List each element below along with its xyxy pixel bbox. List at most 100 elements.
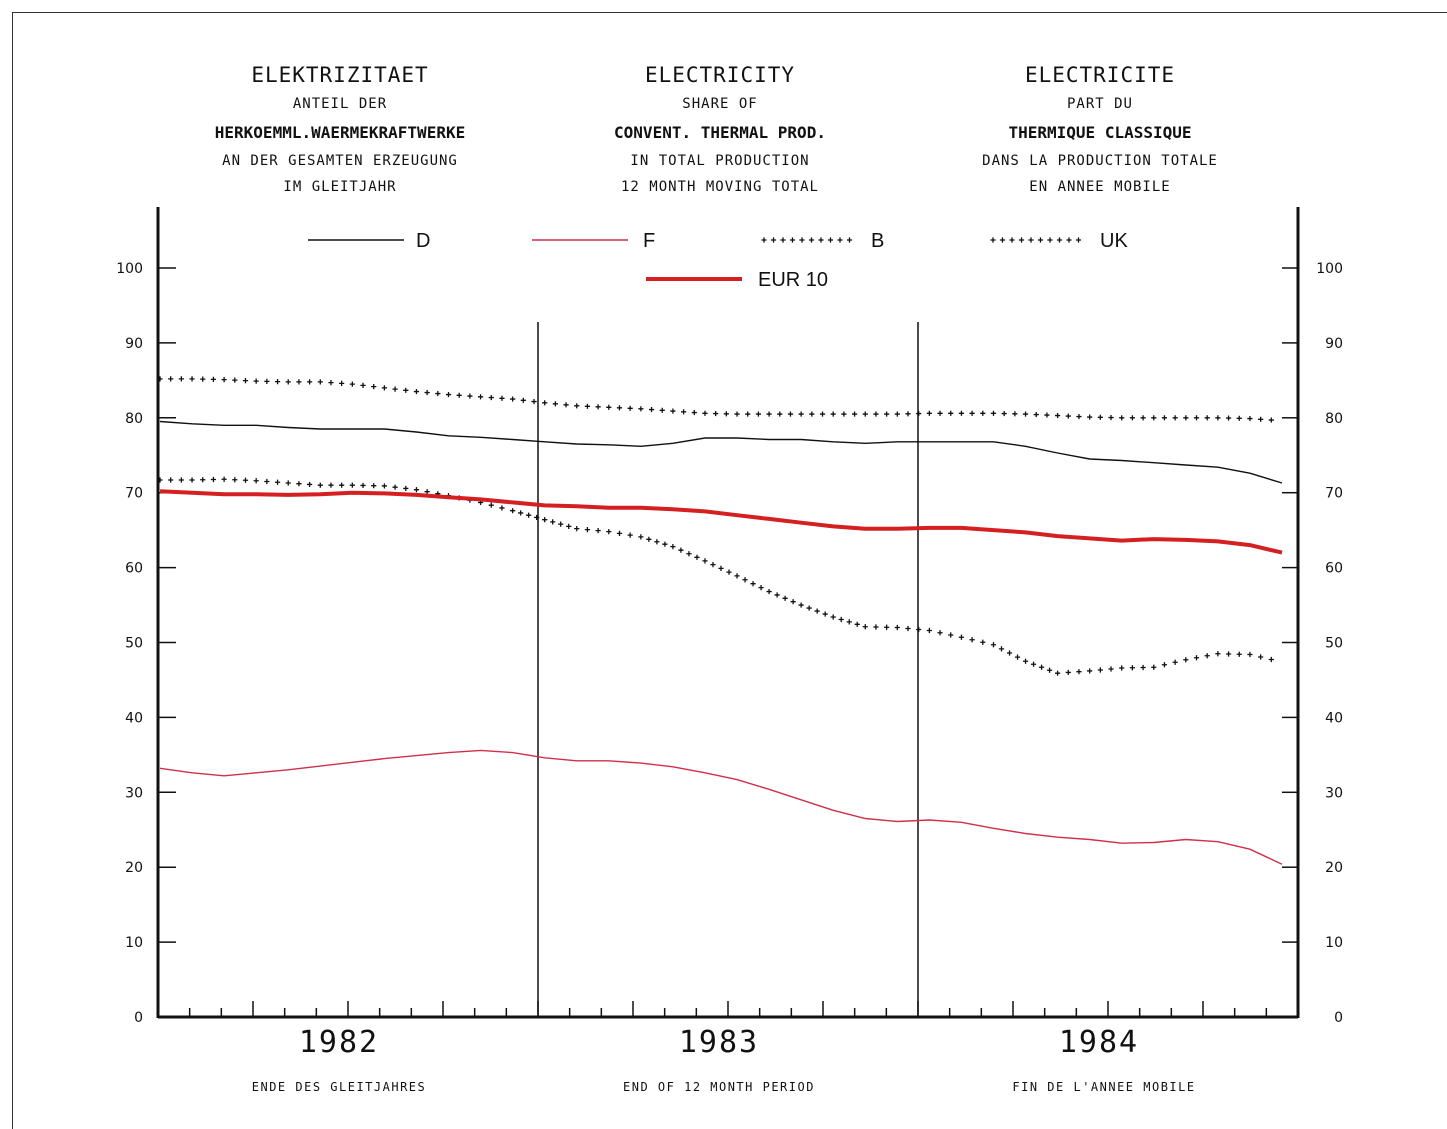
- legend-marker: [827, 237, 834, 243]
- series-marker-b: [750, 581, 756, 587]
- series-marker-uk: [1012, 411, 1018, 417]
- series-marker-b: [627, 532, 633, 538]
- series-marker-b: [1108, 666, 1114, 672]
- series-marker-b: [838, 616, 844, 623]
- series-marker-b: [264, 478, 270, 485]
- series-marker-uk: [713, 410, 719, 417]
- series-marker-b: [253, 478, 259, 484]
- series-marker-b: [1161, 662, 1168, 668]
- series-marker-b: [1215, 651, 1221, 657]
- legend-marker: [837, 237, 843, 243]
- series-marker-b: [937, 630, 943, 636]
- series-marker-b: [822, 611, 828, 617]
- series-marker-b: [1097, 667, 1103, 673]
- subtitle-english-line4: 12 MONTH MOVING TOTAL: [620, 179, 819, 195]
- legend-marker: [1066, 237, 1072, 243]
- series-marker-b: [274, 479, 281, 485]
- series-marker-uk: [221, 377, 227, 383]
- page-frame: [12, 12, 1447, 1129]
- series-marker-uk: [734, 411, 740, 417]
- series-marker-b: [926, 627, 932, 634]
- title-block-french: ELECTRICITE PART DU THERMIQUE CLASSIQUE …: [920, 60, 1280, 200]
- legend-marker: [808, 237, 815, 243]
- series-marker-uk: [894, 411, 900, 417]
- subtitle-english-line1: SHARE OF: [682, 96, 758, 112]
- series-marker-uk: [1172, 415, 1178, 421]
- series-marker-uk: [969, 410, 975, 416]
- series-marker-b: [774, 592, 780, 598]
- series-marker-b: [894, 624, 900, 631]
- series-marker-b: [905, 625, 911, 632]
- series-marker-uk: [777, 411, 783, 417]
- series-marker-uk: [510, 396, 516, 402]
- legend-marker: [818, 237, 824, 243]
- legend-marker: [1018, 237, 1025, 243]
- legend-marker: [770, 237, 777, 243]
- series-marker-uk: [916, 410, 922, 417]
- series-marker-uk: [937, 410, 943, 416]
- series-marker-b: [873, 624, 879, 630]
- series-marker-b: [360, 482, 366, 489]
- series-marker-b: [424, 489, 430, 495]
- series-marker-b: [1193, 655, 1200, 661]
- series-marker-uk: [274, 378, 281, 385]
- series-marker-uk: [755, 411, 761, 417]
- series-marker-uk: [1097, 414, 1103, 420]
- title-block-english: ELECTRICITY SHARE OF CONVENT. THERMAL PR…: [540, 60, 900, 200]
- subtitle-french-line1: PART DU: [1066, 96, 1133, 112]
- series-line-eur10: [159, 489, 1283, 555]
- y-tick-label-left: 20: [125, 860, 143, 876]
- footer-label-en: END OF 12 MONTH PERIOD: [623, 1080, 815, 1094]
- series-marker-b: [200, 477, 206, 483]
- series-marker-uk: [456, 392, 462, 398]
- series-marker-b: [1151, 664, 1157, 670]
- series-marker-b: [814, 608, 820, 614]
- series-marker-b: [998, 646, 1005, 652]
- series-marker-b: [403, 485, 409, 492]
- series-marker-uk: [413, 388, 420, 395]
- series-marker-uk: [691, 409, 697, 416]
- series-marker-b: [566, 523, 572, 530]
- series-marker-b: [990, 642, 997, 648]
- series-marker-b: [742, 577, 748, 583]
- series-marker-b: [392, 484, 398, 490]
- y-tick-label-left: 90: [125, 336, 143, 352]
- series-marker-uk: [499, 395, 505, 401]
- series-marker-b: [1258, 654, 1264, 660]
- legend-label-uk: UK: [1100, 230, 1128, 252]
- series-marker-uk: [445, 391, 452, 398]
- series-marker-b: [1225, 651, 1232, 657]
- series-marker-uk: [531, 398, 537, 405]
- series-marker-uk: [958, 410, 965, 416]
- subtitle-french-line4: EN ANNEE MOBILE: [1029, 179, 1171, 195]
- y-tick-label-left: 10: [125, 935, 143, 951]
- title-english: ELECTRICITY: [644, 63, 796, 87]
- subtitle-english-line2: CONVENT. THERMAL PROD.: [614, 123, 826, 142]
- series-marker-uk: [467, 393, 473, 399]
- series-marker-b: [1076, 669, 1082, 675]
- series-marker-uk: [392, 386, 398, 392]
- series-marker-uk: [1268, 417, 1274, 423]
- series-marker-b: [510, 508, 516, 514]
- legend-swatch-b: [761, 237, 853, 243]
- series-marker-b: [307, 481, 313, 488]
- series-marker-uk: [884, 411, 890, 417]
- series-marker-uk: [873, 411, 879, 417]
- y-tick-label-left: 0: [134, 1010, 143, 1026]
- series-marker-b: [616, 530, 623, 536]
- series-marker-uk: [1161, 415, 1168, 421]
- series-marker-uk: [1183, 415, 1189, 421]
- series-marker-b: [1087, 668, 1093, 674]
- y-tick-label-left: 30: [125, 785, 143, 801]
- series-marker-b: [328, 482, 334, 488]
- series-marker-b: [830, 614, 836, 620]
- legend-marker: [1028, 237, 1034, 243]
- legend-marker: [990, 237, 996, 243]
- series-marker-b: [1038, 664, 1045, 670]
- title-block-german: ELEKTRIZITAET ANTEIL DER HERKOEMML.WAERM…: [160, 60, 520, 200]
- title-french: ELECTRICITE: [1024, 63, 1176, 87]
- y-tick-label-left: 50: [125, 636, 143, 652]
- legend-marker: [1047, 237, 1053, 243]
- series-marker-uk: [435, 390, 441, 397]
- series-marker-b: [296, 481, 302, 487]
